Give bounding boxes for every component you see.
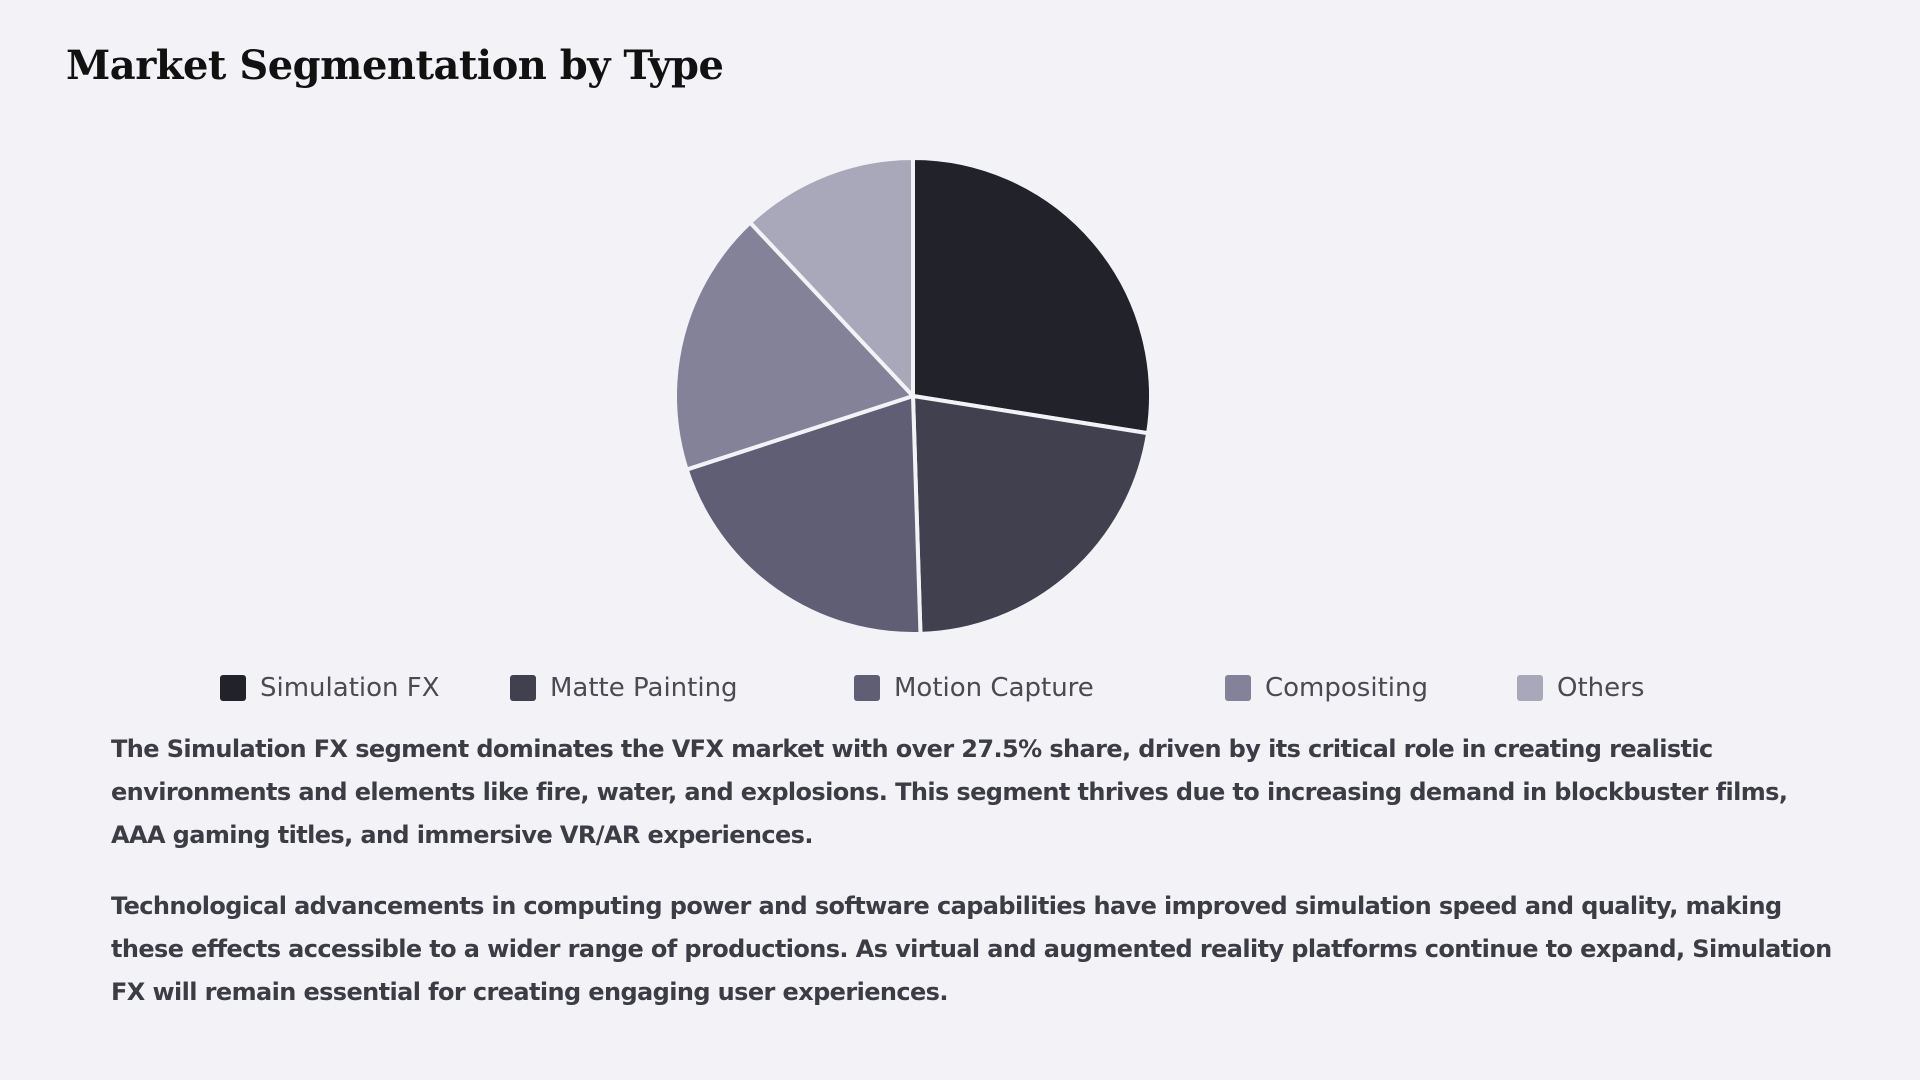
page-title: Market Segmentation by Type [66, 42, 724, 89]
legend-label: Matte Painting [550, 673, 738, 703]
legend-swatch [1225, 675, 1251, 701]
pie-slice-others[interactable] [748, 156, 915, 398]
legend-label: Motion Capture [894, 673, 1094, 703]
pie-slice-simulation-fx[interactable] [911, 156, 1153, 436]
legend-swatch [854, 675, 880, 701]
legend-label: Simulation FX [260, 673, 440, 703]
pie-slice-compositing[interactable] [673, 220, 915, 472]
legend-item-motion-capture[interactable]: Motion Capture [854, 670, 1094, 706]
legend-swatch [220, 675, 246, 701]
chart-legend: Simulation FX Matte Painting Motion Capt… [0, 670, 1920, 706]
legend-swatch [1517, 675, 1543, 701]
legend-swatch [510, 675, 536, 701]
description-paragraph-1: The Simulation FX segment dominates the … [111, 735, 1788, 849]
legend-item-matte-painting[interactable]: Matte Painting [510, 670, 738, 706]
legend-item-simulation-fx[interactable]: Simulation FX [220, 670, 440, 706]
pie-chart [673, 156, 1153, 636]
legend-label: Compositing [1265, 673, 1428, 703]
description-paragraph-2: Technological advancements in computing … [111, 892, 1832, 1006]
legend-item-compositing[interactable]: Compositing [1225, 670, 1428, 706]
legend-item-others[interactable]: Others [1517, 670, 1644, 706]
pie-slice-motion-capture[interactable] [684, 394, 923, 636]
pie-slice-matte-painting[interactable] [911, 394, 1151, 636]
legend-label: Others [1557, 673, 1645, 703]
